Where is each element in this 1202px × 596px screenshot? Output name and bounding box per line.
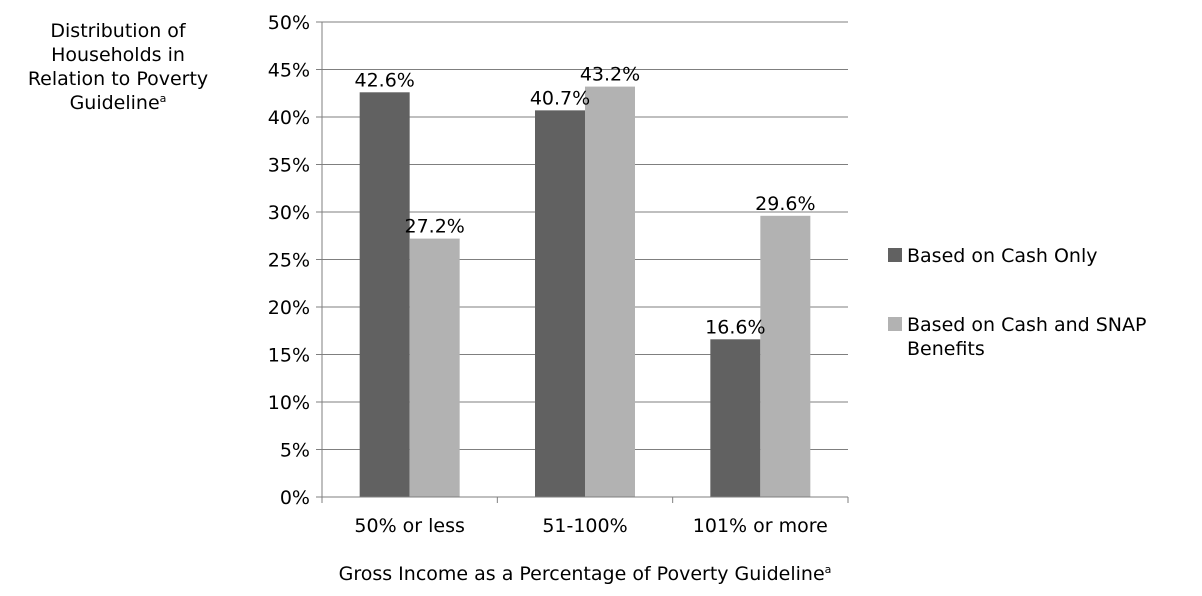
x-axis-title-superscript: a xyxy=(825,563,832,576)
y-tick-label: 40% xyxy=(268,107,310,129)
y-tick-label: 0% xyxy=(280,487,310,509)
bar xyxy=(535,110,585,497)
legend-swatch xyxy=(888,317,902,331)
y-axis-title-line: Households in xyxy=(51,44,185,66)
data-label: 16.6% xyxy=(705,316,765,338)
bars xyxy=(359,86,811,498)
y-axis-title-line: Guidelinea xyxy=(70,92,167,114)
data-labels: 42.6% 40.7% 16.6% 27.2% 43.2% 29.6% xyxy=(354,64,815,339)
bar xyxy=(710,339,761,497)
legend: Based on Cash Only Based on Cash and SNAP… xyxy=(888,245,1146,360)
bar xyxy=(359,92,410,498)
y-tick-label: 35% xyxy=(268,155,310,177)
y-tick-label: 50% xyxy=(268,12,310,34)
data-label: 42.6% xyxy=(354,69,414,91)
x-tick-label: 101% or more xyxy=(693,515,828,537)
data-label: 27.2% xyxy=(404,216,464,238)
y-axis-title-superscript: a xyxy=(160,92,167,105)
x-axis-title: Gross Income as a Percentage of Poverty … xyxy=(339,563,832,585)
y-axis-title-line: Distribution of xyxy=(50,20,187,42)
legend-swatch xyxy=(888,248,902,262)
bar xyxy=(760,215,811,498)
x-tick-label: 50% or less xyxy=(354,515,465,537)
y-tick-label: 10% xyxy=(268,392,310,414)
y-axis-title-line: Relation to Poverty xyxy=(28,68,208,90)
y-tick-label: 25% xyxy=(268,250,310,272)
y-tick-label: 15% xyxy=(268,345,310,367)
data-label: 43.2% xyxy=(580,64,640,86)
legend-label: Based on Cash Only xyxy=(907,245,1097,267)
x-tick-label: 51-100% xyxy=(542,515,627,537)
bar xyxy=(409,238,460,497)
legend-label: Benefits xyxy=(907,338,985,360)
y-tick-label: 5% xyxy=(280,440,310,462)
y-tick-label: 30% xyxy=(268,202,310,224)
data-label: 29.6% xyxy=(755,193,815,215)
axes: 0% 5% 10% 15% 20% 25% 30% 35% 40% 45% 50% 50% or le… xyxy=(268,12,849,537)
legend-label: Based on Cash and SNAP xyxy=(907,314,1146,336)
bar xyxy=(585,86,635,497)
y-tick-label: 45% xyxy=(268,60,310,82)
data-label: 40.7% xyxy=(530,87,590,109)
x-axis-title: Gross Income as a Percentage of Poverty … xyxy=(339,563,832,585)
y-tick-label: 20% xyxy=(268,297,310,319)
